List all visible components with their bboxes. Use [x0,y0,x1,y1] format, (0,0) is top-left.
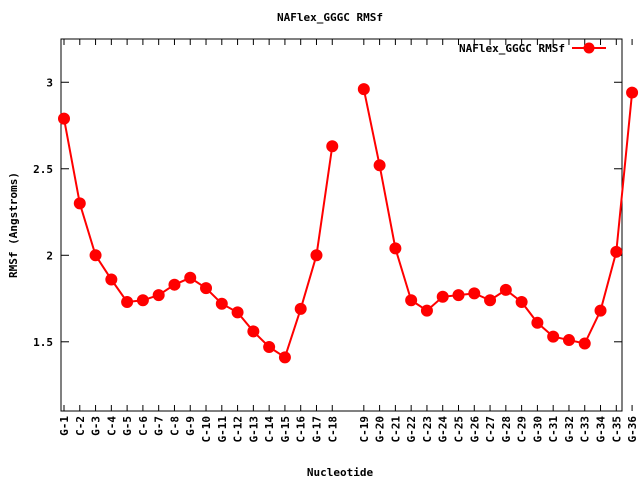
data-point [152,289,165,302]
x-tick-label: G-15 [279,416,292,443]
x-tick-label: G-26 [468,416,481,443]
data-point [357,83,370,96]
x-tick-label: C-27 [484,416,497,443]
x-tick-label: G-32 [563,416,576,443]
x-tick-label: G-22 [405,416,418,443]
x-tick-label: C-25 [453,416,466,443]
data-point [310,249,323,262]
data-point [389,242,402,255]
data-point [58,112,70,125]
x-tick-label: C-14 [263,416,276,443]
x-tick-label: C-6 [137,416,150,436]
x-tick-label: C-21 [389,416,402,443]
x-tick-label: C-4 [105,416,118,436]
data-point [294,302,307,315]
x-tick-label: G-36 [626,416,639,443]
x-tick-label: C-16 [295,416,308,443]
x-axis-label: Nucleotide [307,466,374,479]
data-point [610,245,623,258]
data-point [263,340,276,353]
data-point [594,304,607,317]
data-point [515,295,528,308]
data-point [405,294,418,307]
x-tick-label: G-11 [216,416,229,443]
legend-marker [583,42,595,54]
x-tick-label: G-9 [184,416,197,436]
data-point [326,140,339,153]
x-tick-label: C-2 [74,416,87,436]
data-point [121,295,134,308]
series-layer [58,83,639,364]
data-point [136,294,149,307]
y-axis: 1.5 2 2.5 3 [33,76,622,349]
x-tick-label: C-35 [610,416,623,443]
data-point [105,273,118,286]
x-tick-label: G-1 [58,416,71,436]
x-tick-label: G-30 [531,416,544,443]
data-point [231,306,244,319]
series-line [63,118,334,359]
series-line [362,88,634,345]
x-tick-label: C-29 [516,416,529,443]
x-tick-label: G-13 [247,416,260,443]
plot-frame [60,38,623,412]
data-point [484,294,497,307]
data-point [168,278,181,291]
y-tick-label: 1.5 [33,336,53,349]
x-tick-label: C-23 [421,416,434,443]
data-point [547,330,560,343]
data-point [373,159,386,172]
data-point [89,249,102,262]
data-point [420,304,433,317]
legend: NAFlex_GGGC RMSf [459,42,606,55]
x-tick-label: G-7 [153,416,166,436]
data-point [626,86,639,99]
y-axis-label: RMSf (Angstroms) [7,172,20,278]
data-point [562,334,575,347]
x-tick-label: G-17 [310,416,323,443]
data-point [531,316,544,329]
x-axis: G-1 C-2 G-3 C-4 G-5 C-6 G-7 C-8 G-9 C-10 G-11 C-12 G… [58,39,639,443]
legend-label: NAFlex_GGGC RMSf [459,42,565,55]
data-point [200,282,213,295]
x-tick-label: C-12 [232,416,245,443]
data-point [215,297,228,310]
data-point [73,197,86,210]
data-point [468,287,481,300]
data-point [578,337,591,350]
y-tick-label: 2.5 [33,163,53,176]
x-tick-label: G-20 [374,416,387,443]
data-point [184,271,197,284]
y-tick-label: 2 [46,249,53,262]
y-tick-label: 3 [46,76,53,89]
x-tick-label: G-28 [500,416,513,443]
data-point [436,290,449,303]
x-tick-label: C-19 [358,416,371,443]
data-point [278,351,291,364]
x-tick-label: C-31 [547,416,560,443]
x-tick-label: G-3 [90,416,103,436]
chart-title: NAFlex_GGGC RMSf [277,11,383,24]
x-tick-label: C-18 [326,416,339,443]
x-tick-label: G-24 [437,416,450,443]
data-point [247,325,260,338]
x-tick-label: G-5 [121,416,134,436]
x-tick-label: C-10 [200,416,213,443]
data-point [499,283,512,296]
x-tick-label: C-8 [168,416,181,436]
x-tick-label: G-34 [595,416,608,443]
x-tick-label: C-33 [579,416,592,443]
data-point [452,289,465,302]
